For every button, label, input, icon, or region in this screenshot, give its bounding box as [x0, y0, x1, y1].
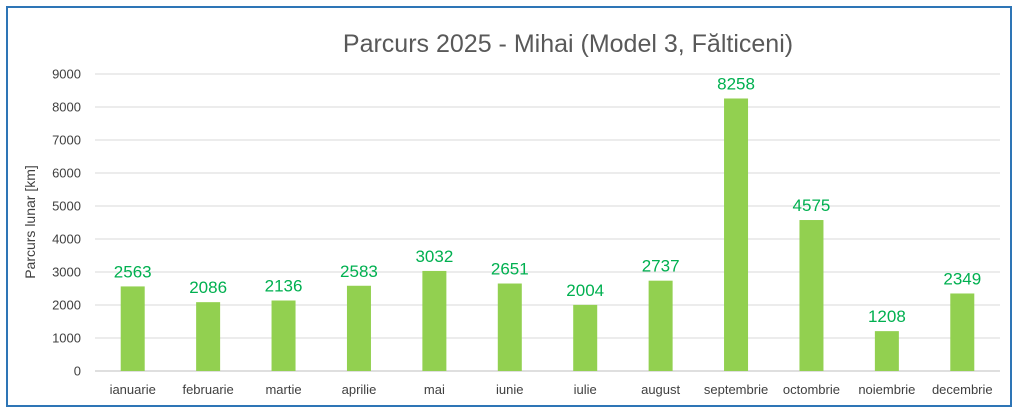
bars — [120, 98, 975, 372]
y-axis-ticks: 0 1000 2000 3000 4000 5000 6000 7000 8000 9000 — [52, 67, 81, 379]
y-tick-label: 8000 — [52, 100, 81, 115]
y-tick-label: 0 — [74, 364, 81, 379]
x-tick-label: septembrie — [704, 382, 768, 397]
bar — [724, 98, 749, 372]
x-tick-label: mai — [424, 382, 445, 397]
x-tick-label: noiembrie — [858, 382, 915, 397]
x-tick-label: martie — [265, 382, 301, 397]
x-axis-ticks: ianuarie februarie martie aprilie mai iunie iu… — [110, 382, 993, 397]
data-label: 2136 — [265, 277, 303, 296]
y-tick-label: 1000 — [52, 331, 81, 346]
data-label: 2583 — [340, 262, 378, 281]
data-label: 2651 — [491, 260, 529, 279]
gridlines — [95, 73, 1000, 372]
bar — [196, 302, 221, 371]
x-tick-label: octombrie — [783, 382, 840, 397]
x-tick-label: decembrie — [932, 382, 993, 397]
data-label: 4575 — [793, 196, 831, 215]
y-axis-label: Parcurs lunar [km] — [22, 165, 38, 279]
data-label: 2563 — [114, 262, 152, 281]
bar — [497, 283, 522, 371]
x-tick-label: februarie — [182, 382, 233, 397]
x-tick-label: aprilie — [342, 382, 377, 397]
data-label: 2004 — [566, 281, 604, 300]
y-tick-label: 6000 — [52, 166, 81, 181]
data-label: 1208 — [868, 307, 906, 326]
data-label: 2737 — [642, 257, 680, 276]
data-label: 8258 — [717, 74, 755, 93]
bar — [346, 285, 371, 371]
y-tick-label: 5000 — [52, 199, 81, 214]
bar — [120, 286, 145, 371]
x-tick-label: august — [641, 382, 680, 397]
bar — [573, 304, 598, 371]
y-tick-label: 4000 — [52, 232, 81, 247]
y-tick-label: 3000 — [52, 265, 81, 280]
data-labels: 2563 2086 2136 2583 3032 2651 2004 2737 8258 4575… — [114, 74, 981, 326]
x-tick-label: iulie — [574, 382, 597, 397]
y-tick-label: 9000 — [52, 67, 81, 82]
x-tick-label: iunie — [496, 382, 523, 397]
chart-title: Parcurs 2025 - Mihai (Model 3, Fălticeni… — [343, 30, 793, 58]
x-tick-label: ianuarie — [110, 382, 156, 397]
data-label: 3032 — [415, 247, 453, 266]
bar — [874, 331, 899, 371]
data-label: 2349 — [943, 269, 981, 288]
bar — [799, 220, 824, 371]
bar — [648, 280, 673, 371]
y-tick-label: 2000 — [52, 298, 81, 313]
data-label: 2086 — [189, 278, 227, 297]
bar — [271, 300, 296, 371]
bar — [950, 293, 975, 371]
bar — [422, 270, 447, 371]
y-tick-label: 7000 — [52, 133, 81, 148]
